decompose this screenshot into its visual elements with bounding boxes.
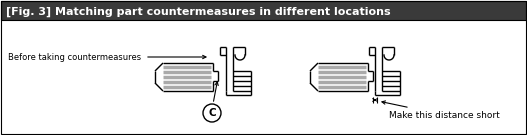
Text: C: C xyxy=(208,108,216,118)
Text: Make this distance short: Make this distance short xyxy=(382,101,500,119)
Text: [Fig. 3] Matching part countermeasures in different locations: [Fig. 3] Matching part countermeasures i… xyxy=(6,6,391,17)
Bar xyxy=(1,1,526,20)
Text: Before taking countermeasures: Before taking countermeasures xyxy=(8,53,141,62)
